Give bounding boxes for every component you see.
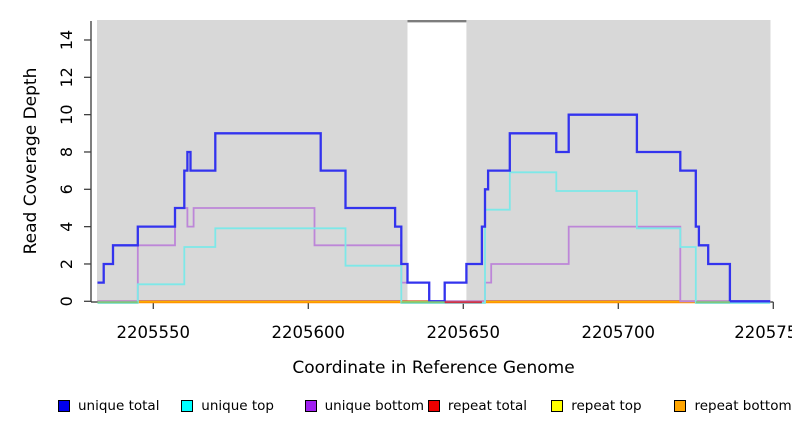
y-tick-label: 8: [57, 147, 76, 157]
y-tick-label: 12: [57, 67, 76, 87]
gap-region: [407, 20, 467, 302]
x-tick-label: 2205550: [117, 323, 191, 342]
legend-label: unique bottom: [324, 398, 425, 414]
x-tick-label: 2205600: [272, 323, 346, 342]
legend-label: repeat total: [447, 398, 528, 414]
y-tick-label: 0: [57, 296, 76, 306]
y-tick-label: 6: [57, 184, 76, 194]
legend-label: repeat bottom: [694, 398, 792, 414]
legend-swatch-repeat-bottom: [674, 400, 687, 412]
y-tick-label: 10: [57, 104, 76, 124]
y-tick-label: 2: [57, 259, 76, 269]
x-tick-label: 2205750: [734, 323, 792, 342]
legend: unique total unique top unique bottom re…: [58, 398, 792, 414]
legend-item-repeat-total: repeat total: [427, 398, 551, 414]
y-tick-label: 14: [57, 30, 76, 50]
legend-item-repeat-top: repeat top: [551, 398, 674, 414]
y-tick-label: 4: [57, 222, 76, 232]
x-axis-title: Coordinate in Reference Genome: [292, 358, 575, 378]
legend-item-unique-total: unique total: [58, 398, 181, 414]
legend-label: repeat top: [571, 398, 642, 414]
legend-swatch-unique-top: [181, 400, 194, 412]
y-axis-title: Read Coverage Depth: [21, 67, 41, 255]
legend-item-unique-top: unique top: [181, 398, 304, 414]
legend-swatch-unique-total: [58, 400, 70, 412]
legend-item-unique-bottom: unique bottom: [304, 398, 428, 414]
x-tick-label: 2205650: [427, 323, 501, 342]
legend-swatch-repeat-top: [551, 400, 564, 412]
legend-label: unique total: [78, 398, 160, 414]
legend-swatch-unique-bottom: [304, 400, 317, 412]
legend-label: unique top: [201, 398, 275, 414]
legend-swatch-repeat-total: [427, 400, 440, 412]
series-line-unique-top: [97, 171, 771, 304]
legend-item-repeat-bottom: repeat bottom: [674, 398, 792, 414]
x-tick-label: 2205700: [582, 323, 656, 342]
